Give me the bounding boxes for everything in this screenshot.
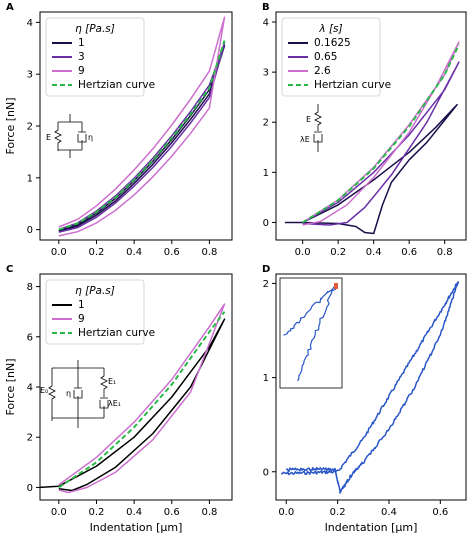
panel-label-D: D <box>262 264 270 275</box>
panel-label-B: B <box>262 2 270 13</box>
y-tick-label: 2 <box>27 122 33 133</box>
series-curve-C-1 <box>58 303 226 494</box>
x-tick-label: 0.0 <box>278 507 294 518</box>
x-tick-label: 0.4 <box>381 507 397 518</box>
x-tick-label: 0.4 <box>126 247 142 258</box>
x-tick-label: 0.8 <box>437 247 453 258</box>
x-axis-label: Indentation [µm] <box>325 521 418 534</box>
series-curve-B-1 <box>302 61 460 226</box>
legend-box <box>45 17 145 97</box>
x-tick-label: 0.0 <box>51 507 67 518</box>
y-tick-label: 4 <box>27 18 33 29</box>
legend-entry: 1 <box>78 37 85 49</box>
model-label: E <box>46 133 51 142</box>
zoom-inset <box>279 277 343 389</box>
x-tick-label: 0.0 <box>295 247 311 258</box>
model-label: E₀ <box>40 386 48 395</box>
x-tick-label: 0.4 <box>126 507 142 518</box>
x-tick-label: 0.6 <box>401 247 417 258</box>
series-curve-A-3 <box>58 40 226 231</box>
x-tick-label: 0.6 <box>432 507 448 518</box>
legend-entry: Hertzian curve <box>314 79 391 91</box>
legend-entry: 1 <box>78 299 85 311</box>
y-tick-label: 3 <box>263 68 269 79</box>
x-tick-label: 0.2 <box>89 247 105 258</box>
y-axis-label: Force [nN] <box>4 97 17 154</box>
x-tick-label: 0.8 <box>201 247 217 258</box>
x-tick-label: 0.6 <box>164 507 180 518</box>
x-tick-label: 0.2 <box>89 507 105 518</box>
x-tick-label: 0.0 <box>51 247 67 258</box>
legend-entry: 0.1625 <box>314 37 351 49</box>
legend-box <box>281 17 381 97</box>
y-tick-label: 6 <box>27 332 33 343</box>
legend-entry: 9 <box>78 313 85 325</box>
x-axis-label: Indentation [µm] <box>90 521 183 534</box>
legend-entry: Hertzian curve <box>78 327 155 339</box>
y-tick-label: 0 <box>27 225 33 236</box>
y-tick-label: 8 <box>27 282 33 293</box>
axes-frame-D <box>275 273 467 501</box>
model-label: E <box>306 115 311 124</box>
panel-label-C: C <box>6 264 13 275</box>
y-tick-label: 3 <box>27 70 33 81</box>
legend-entry: 0.65 <box>314 51 337 63</box>
model-label: λE₁ <box>108 399 121 408</box>
model-label: E₁ <box>108 377 116 386</box>
legend-entry: 3 <box>78 51 85 63</box>
y-tick-label: 0 <box>263 218 269 229</box>
model-label: λE <box>300 135 310 144</box>
x-tick-label: 0.2 <box>330 247 346 258</box>
x-tick-label: 0.8 <box>201 507 217 518</box>
y-tick-label: 2 <box>263 279 269 290</box>
legend-entry: 9 <box>78 65 85 77</box>
series-curve-A-2 <box>58 16 226 237</box>
model-inset <box>48 360 109 428</box>
model-inset <box>54 114 87 158</box>
y-tick-label: 1 <box>263 168 269 179</box>
legend-entry: Hertzian curve <box>78 79 155 91</box>
y-tick-label: 4 <box>263 18 269 29</box>
legend-entry: 2.6 <box>314 65 331 77</box>
model-label: η <box>88 133 93 142</box>
legend-title: η [Pa.s] <box>75 285 115 297</box>
legend-title: η [Pa.s] <box>75 23 115 35</box>
series-curve-D-0 <box>280 281 460 494</box>
model-label: η <box>66 389 71 398</box>
x-tick-label: 0.6 <box>164 247 180 258</box>
series-curve-B-0 <box>284 103 458 235</box>
legend-title: λ [s] <box>318 23 342 35</box>
y-tick-label: 4 <box>27 383 33 394</box>
model-inset <box>313 104 323 152</box>
y-tick-label: 0 <box>27 483 33 494</box>
y-axis-label: Force [nN] <box>4 358 17 415</box>
axes-frame-B <box>275 11 467 241</box>
y-tick-label: 1 <box>263 373 269 384</box>
y-tick-label: 2 <box>27 433 33 444</box>
zoom-inset-marker <box>334 283 338 289</box>
x-tick-label: 0.2 <box>330 507 346 518</box>
series-curve-B-3 <box>302 44 460 224</box>
y-tick-label: 2 <box>263 118 269 129</box>
panel-label-A: A <box>6 2 14 13</box>
x-tick-label: 0.4 <box>366 247 382 258</box>
y-tick-label: 1 <box>27 173 33 184</box>
series-curve-C-0 <box>39 318 226 492</box>
y-tick-label: 0 <box>263 467 269 478</box>
legend-box <box>45 279 145 345</box>
